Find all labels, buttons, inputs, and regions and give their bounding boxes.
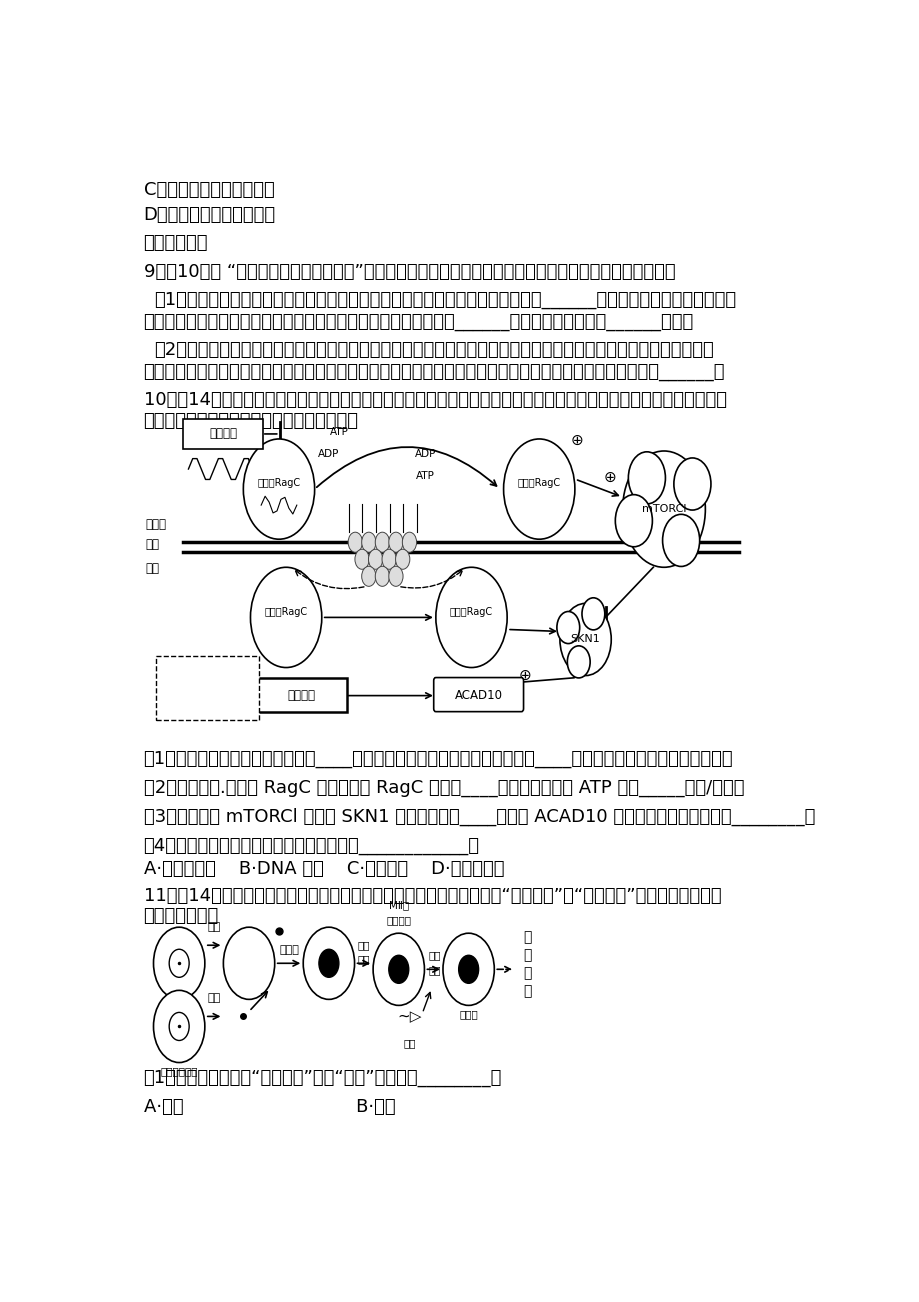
FancyBboxPatch shape — [256, 677, 346, 712]
Text: （2）葡萄酒中所含的乙醇能使大脑的相关神经中枢系统兴奋。适量地饮葡萄酒有利于缓解疲　劳，松弛神经，促进血: （2）葡萄酒中所含的乙醇能使大脑的相关神经中枢系统兴奋。适量地饮葡萄酒有利于缓解… — [154, 341, 713, 359]
Text: ATP: ATP — [415, 471, 434, 480]
Text: 取核: 取核 — [208, 993, 221, 1004]
Text: 亲: 亲 — [523, 948, 531, 962]
Circle shape — [673, 458, 710, 510]
Text: 体外: 体外 — [427, 950, 440, 961]
Text: （1）据图分析，二甲双胍直接抑制____（细胞结构），进而影响相关物质进出____，最终达到抑制细胞生长的效果。: （1）据图分析，二甲双胍直接抑制____（细胞结构），进而影响相关物质进出___… — [143, 750, 732, 768]
Text: 如下技术路线。: 如下技术路线。 — [143, 907, 219, 926]
Circle shape — [361, 566, 376, 586]
Circle shape — [402, 533, 416, 552]
Text: 卵母细胞: 卵母细胞 — [386, 915, 411, 926]
Text: D．突触小泡与细胞膜融合: D．突触小泡与细胞膜融合 — [143, 207, 276, 224]
Text: （2）据图分析.无活型 RagC 成为激活型 RagC 发生在____，这一过程消耗 ATP 吗？_____（是/否）。: （2）据图分析.无活型 RagC 成为激活型 RagC 发生在____，这一过程… — [143, 779, 743, 797]
Text: 儿: 儿 — [523, 984, 531, 999]
FancyBboxPatch shape — [433, 677, 523, 712]
Circle shape — [556, 612, 579, 643]
Circle shape — [319, 949, 338, 978]
Text: ⊕: ⊕ — [165, 667, 176, 680]
Circle shape — [375, 566, 389, 586]
Text: mTORCl: mTORCl — [641, 504, 686, 514]
Text: 受精: 受精 — [427, 965, 440, 975]
Circle shape — [169, 1013, 189, 1040]
Circle shape — [395, 549, 409, 569]
Circle shape — [347, 533, 362, 552]
Text: ~▷: ~▷ — [397, 1009, 421, 1025]
Text: 核内: 核内 — [145, 561, 159, 574]
Circle shape — [355, 549, 369, 569]
Text: 激活: 激活 — [179, 668, 192, 678]
Text: C．突触前膜释放神经递质: C．突触前膜释放神经递质 — [143, 181, 274, 199]
Circle shape — [223, 927, 275, 1000]
Text: MⅡ期: MⅡ期 — [389, 900, 408, 910]
Text: ⊕: ⊕ — [603, 470, 616, 486]
Text: 无活型RagC: 无活型RagC — [257, 478, 301, 488]
Circle shape — [153, 927, 205, 1000]
Text: ACAD10: ACAD10 — [454, 689, 502, 702]
Circle shape — [243, 439, 314, 539]
Text: 9．（10分） “今朝春气寒，自问何所欲”。用吃喝来御寒，这未尝不是一个好办法。请回答下列相关问题：: 9．（10分） “今朝春气寒，自问何所欲”。用吃喝来御寒，这未尝不是一个好办法。… — [143, 263, 675, 280]
Text: 抑制: 抑制 — [186, 694, 199, 704]
Circle shape — [250, 568, 322, 668]
Text: 11．（14分）英国议会下院通过一项历史性法案，允许以医学手段培育“三亲婴児”。“三亲婴児”的培育过程可选用: 11．（14分）英国议会下院通过一项历史性法案，允许以医学手段培育“三亲婴児”。… — [143, 887, 720, 905]
Text: SKN1: SKN1 — [570, 634, 600, 644]
Text: 二甲双胍: 二甲双胍 — [210, 427, 237, 440]
Text: 激活型RagC: 激活型RagC — [449, 608, 493, 617]
Text: 其作用机理如图所示。请据图回答下列问题：: 其作用机理如图所示。请据图回答下列问题： — [143, 411, 358, 430]
Text: （1）从图中可以看出“三亲婴児”中的“三亲”的性别为________。: （1）从图中可以看出“三亲婴児”中的“三亲”的性别为________。 — [143, 1069, 502, 1087]
Circle shape — [389, 566, 403, 586]
Text: 捐献者卵母细胞: 捐献者卵母细胞 — [157, 1004, 201, 1013]
Circle shape — [375, 533, 389, 552]
Circle shape — [459, 956, 478, 983]
Text: 去核: 去核 — [208, 922, 221, 932]
Text: 10．（14分）二甲双胍的抗肿瘤效应越来越受到人们的广泛关注。它可通过抑制某细胞结构的功能而抑制细胞的生长，: 10．（14分）二甲双胍的抗肿瘤效应越来越受到人们的广泛关注。它可通过抑制某细胞… — [143, 391, 726, 409]
Circle shape — [615, 495, 652, 547]
Text: ⊕: ⊕ — [570, 434, 583, 448]
Text: 核移植: 核移植 — [278, 945, 299, 956]
Text: 细胞生长: 细胞生长 — [288, 689, 315, 702]
Text: 激冷觉感受器并使之产生兴奋；兴奋传至下丘脑，使下丘脑分泌的______增加，该激素作用于______细胞。: 激冷觉感受器并使之产生兴奋；兴奋传至下丘脑，使下丘脑分泌的______增加，该激… — [143, 312, 693, 331]
Circle shape — [436, 568, 506, 668]
Text: （1）在寒冷的环境中，人体体温能保持相对恒定是在神经和体液的共同调节下，______保持动态平衡的结果。低温刺: （1）在寒冷的环境中，人体体温能保持相对恒定是在神经和体液的共同调节下，____… — [154, 290, 735, 309]
Circle shape — [389, 956, 408, 983]
Circle shape — [361, 533, 376, 552]
Text: 核膜: 核膜 — [145, 538, 159, 551]
Text: ADP: ADP — [414, 449, 436, 460]
Text: 精子: 精子 — [403, 1039, 415, 1048]
Text: ATP: ATP — [330, 427, 348, 437]
Circle shape — [153, 991, 205, 1062]
Text: 三: 三 — [523, 930, 531, 944]
Text: 二、非选择题: 二、非选择题 — [143, 234, 208, 253]
Text: 细胞质: 细胞质 — [145, 518, 165, 531]
FancyBboxPatch shape — [156, 655, 259, 720]
Circle shape — [662, 514, 699, 566]
Circle shape — [369, 549, 382, 569]
Text: 体外: 体外 — [357, 940, 369, 950]
Text: 激活型RagC: 激活型RagC — [517, 478, 561, 488]
Text: 培养: 培养 — [357, 954, 369, 965]
Circle shape — [389, 533, 403, 552]
FancyBboxPatch shape — [183, 419, 263, 449]
Text: A·三男                              B·三女: A·三男 B·三女 — [143, 1098, 395, 1116]
Text: 母亲卵母细胞: 母亲卵母细胞 — [160, 1066, 198, 1077]
Circle shape — [622, 450, 705, 568]
Text: A·囊泡的运输    B·DNA 复制    C·细胞分裂    D·兴奋的传导: A·囊泡的运输 B·DNA 复制 C·细胞分裂 D·兴奋的传导 — [143, 861, 504, 878]
Circle shape — [503, 439, 574, 539]
Text: 婴: 婴 — [523, 966, 531, 980]
Circle shape — [381, 549, 396, 569]
Circle shape — [582, 598, 604, 630]
Circle shape — [303, 927, 354, 1000]
Text: （3）图中物质 mTORCl 对物质 SKN1 的作用效果为____，物质 ACAD10 对细胞生长的作用效果为________。: （3）图中物质 mTORCl 对物质 SKN1 的作用效果为____，物质 AC… — [143, 807, 814, 827]
Text: 受精卵: 受精卵 — [459, 1009, 478, 1019]
Circle shape — [373, 934, 424, 1005]
Circle shape — [443, 934, 494, 1005]
Circle shape — [567, 646, 589, 678]
Text: ⊕: ⊕ — [518, 668, 531, 682]
Text: 液循环和机体的新陈代谢等。当乙醇刺激的神经元的轴突上某部位时，这个部位的细胞膜内电位发生的变化是______。: 液循环和机体的新陈代谢等。当乙醇刺激的神经元的轴突上某部位时，这个部位的细胞膜内… — [143, 363, 724, 380]
Circle shape — [560, 603, 610, 676]
Circle shape — [628, 452, 664, 504]
Circle shape — [169, 949, 189, 978]
Text: ADP: ADP — [318, 449, 339, 460]
Text: （4）下列生理过程可能受二甲双胍影响的有____________。: （4）下列生理过程可能受二甲双胍影响的有____________。 — [143, 837, 479, 855]
Text: 无活型RagC: 无活型RagC — [265, 608, 307, 617]
